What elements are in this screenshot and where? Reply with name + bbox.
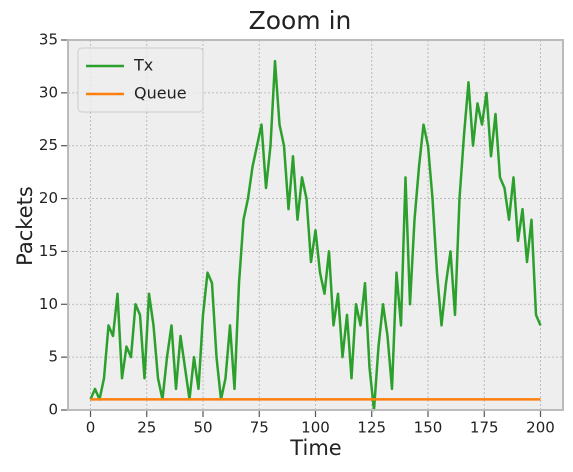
y-tick-label: 30: [39, 83, 58, 101]
x-tick-label: 25: [137, 419, 156, 437]
y-tick-label: 0: [48, 401, 58, 419]
y-tick-label: 10: [39, 295, 58, 313]
x-tick-label: 0: [86, 419, 96, 437]
x-tick-label: 150: [414, 419, 443, 437]
x-tick-label: 100: [301, 419, 330, 437]
x-tick-label: 175: [470, 419, 499, 437]
x-axis-label: Time: [289, 436, 341, 460]
x-tick-label: 75: [250, 419, 269, 437]
x-tick-label: 200: [526, 419, 555, 437]
y-axis-label: Packets: [13, 186, 37, 266]
y-tick-label: 25: [39, 136, 58, 154]
legend-label: Queue: [134, 84, 187, 103]
x-tick-label: 50: [193, 419, 212, 437]
legend-box: [77, 47, 204, 113]
y-tick-label: 15: [39, 242, 58, 260]
plot-border: [67, 39, 564, 411]
chart-title: Zoom in: [249, 6, 352, 35]
data-line: [89, 59, 542, 412]
y-tick-label: 20: [39, 189, 58, 207]
legend-label: Tx: [133, 56, 153, 75]
x-tick-label: 125: [357, 419, 386, 437]
y-tick-label: 5: [48, 348, 58, 366]
y-tick-label: 35: [39, 31, 58, 49]
